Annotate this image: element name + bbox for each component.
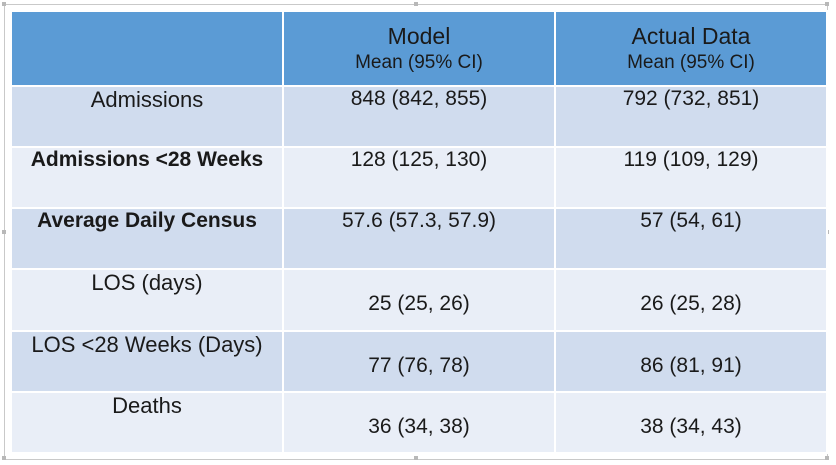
resize-handle-top-right[interactable] [825,2,829,6]
header-actual: Actual Data Mean (95% CI) [554,10,828,87]
resize-handle-middle-right[interactable] [825,230,829,234]
row-label: Deaths [10,390,284,455]
header-model: Model Mean (95% CI) [282,10,556,87]
model-value: 57.6 (57.3, 57.9) [282,207,556,271]
comparison-table: Model Mean (95% CI) Actual Data Mean (95… [10,10,828,455]
actual-value: 119 (109, 129) [554,146,828,210]
actual-value: 57 (54, 61) [554,207,828,271]
table-row: Average Daily Census 57.6 (57.3, 57.9) 5… [10,207,828,271]
table-row: LOS (days) 25 (25, 26) 26 (25, 28) [10,268,828,332]
actual-value: 38 (34, 43) [554,390,828,455]
header-empty-cell [10,10,284,87]
row-label: LOS (days) [10,268,284,332]
actual-value: 86 (81, 91) [554,329,828,393]
header-actual-subtitle: Mean (95% CI) [627,51,755,73]
resize-handle-top-middle[interactable] [414,2,418,6]
model-value: 36 (34, 38) [282,390,556,455]
resize-handle-bottom-middle[interactable] [414,456,418,460]
resize-handle-bottom-left[interactable] [2,456,6,460]
actual-value: 26 (25, 28) [554,268,828,332]
model-value: 25 (25, 26) [282,268,556,332]
row-label: Admissions [10,84,284,149]
model-value: 848 (842, 855) [282,84,556,149]
table-row: Admissions 848 (842, 855) 792 (732, 851) [10,84,828,149]
model-value: 77 (76, 78) [282,329,556,393]
row-label: Average Daily Census [10,207,284,271]
header-model-subtitle: Mean (95% CI) [355,51,483,73]
resize-handle-bottom-right[interactable] [825,456,829,460]
header-row: Model Mean (95% CI) Actual Data Mean (95… [10,10,828,87]
row-label: LOS <28 Weeks (Days) [10,329,284,393]
model-value: 128 (125, 130) [282,146,556,210]
row-label: Admissions <28 Weeks [10,146,284,210]
actual-value: 792 (732, 851) [554,84,828,149]
header-model-title: Model [387,22,451,49]
header-actual-title: Actual Data [631,22,751,49]
table-row: Admissions <28 Weeks 128 (125, 130) 119 … [10,146,828,210]
table-row: LOS <28 Weeks (Days) 77 (76, 78) 86 (81,… [10,329,828,393]
resize-handle-middle-left[interactable] [2,230,6,234]
table-row: Deaths 36 (34, 38) 38 (34, 43) [10,390,828,455]
resize-handle-top-left[interactable] [2,2,6,6]
